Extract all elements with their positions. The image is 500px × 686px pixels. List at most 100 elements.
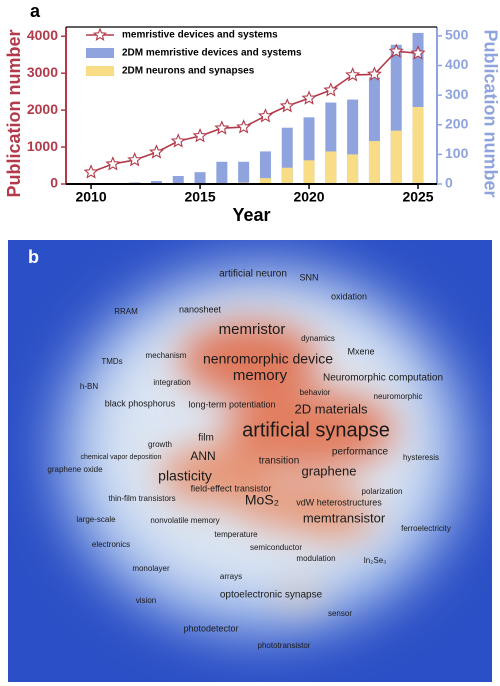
keyword: SNN [299, 272, 318, 282]
bar [303, 117, 315, 184]
star-marker [214, 120, 230, 135]
heatmap-background [8, 240, 492, 682]
keyword: semiconductor [250, 543, 302, 552]
y-tick-label: 3000 [27, 64, 58, 80]
y2-tick-label: 500 [445, 27, 469, 43]
keyword: monolayer [132, 564, 170, 573]
keyword: electronics [92, 540, 130, 549]
star-marker [236, 119, 252, 134]
keyword: memristor [219, 321, 286, 338]
bar [347, 154, 359, 184]
keyword: arrays [220, 572, 242, 581]
legend-label: 2DM neurons and synapses [122, 66, 255, 77]
keyword: phototransistor [258, 641, 311, 650]
keyword: Mxene [347, 346, 374, 356]
bar [303, 160, 315, 184]
keyword: photodetector [183, 623, 238, 633]
panel-label: b [28, 247, 39, 267]
keyword: vision [136, 596, 156, 605]
y2-tick-label: 0 [445, 175, 453, 191]
keyword: graphene [302, 463, 357, 478]
keyword: integration [153, 378, 190, 387]
star-marker [148, 144, 165, 159]
y-axis-title: Publication number [4, 29, 24, 197]
keyword: modulation [296, 554, 335, 563]
star-marker [257, 108, 273, 123]
keyword: sensor [328, 609, 352, 618]
star-marker [366, 66, 382, 81]
keyword: performance [332, 447, 389, 458]
y2-tick-label: 300 [445, 86, 469, 102]
bar [390, 44, 402, 184]
y2-tick-label: 100 [445, 145, 469, 161]
keyword: film [198, 433, 214, 444]
legend-star [92, 27, 108, 42]
bar [172, 176, 184, 184]
x-tick-label: 2020 [293, 189, 324, 205]
keyword: thin-film transistors [108, 494, 175, 503]
x-axis-title: Year [232, 205, 270, 225]
legend-label: memristive devices and systems [122, 30, 278, 41]
star-marker [279, 98, 295, 113]
star-marker [323, 82, 339, 97]
legend-swatch [86, 48, 114, 58]
keyword: neuromorphic [374, 392, 423, 401]
keyword: oxidation [331, 291, 367, 301]
keyword: mechanism [146, 351, 187, 360]
keyword: black phosphorus [105, 398, 176, 408]
bar [194, 172, 206, 184]
star-marker [192, 128, 208, 143]
x-tick-label: 2015 [184, 189, 215, 205]
keyword: behavior [300, 388, 331, 397]
keyword: dynamics [301, 334, 335, 343]
keyword: optoelectronic synapse [220, 590, 323, 601]
star-marker [127, 152, 143, 167]
keyword: 2D materials [295, 401, 368, 416]
bar [281, 127, 293, 184]
keyword: Neuromorphic computation [323, 373, 443, 384]
line [90, 50, 419, 173]
keyword: artificial synapse [242, 419, 390, 441]
keyword: h-BN [80, 382, 98, 391]
y2-tick-label: 200 [445, 115, 469, 131]
bar [390, 130, 402, 184]
keyword: graphene oxide [47, 465, 103, 474]
keyword: ferroelectricity [401, 524, 451, 533]
keyword: ANN [190, 449, 215, 463]
star-marker [105, 156, 121, 171]
bar [325, 102, 337, 184]
y-tick-label: 0 [50, 175, 58, 191]
keyword: polarization [362, 487, 403, 496]
bar [281, 167, 293, 184]
y2-axis-title: Publication number [480, 29, 500, 197]
keyword: MoS₂ [245, 492, 279, 508]
bar [412, 106, 424, 184]
keyword: vdW heterostructures [296, 497, 382, 507]
star-marker [301, 90, 317, 105]
bar [368, 141, 380, 184]
bar [368, 77, 380, 184]
x-tick-label: 2025 [402, 189, 433, 205]
keyword: growth [148, 440, 172, 449]
bar [216, 161, 228, 184]
bar [238, 161, 250, 184]
bar [259, 178, 271, 184]
keyword: memtransistor [303, 510, 386, 525]
keyword: field-effect transistor [191, 483, 272, 493]
keyword: artificial neuron [219, 269, 287, 280]
bar [347, 99, 359, 184]
star-marker [170, 133, 186, 148]
keyword: hysteresis [403, 453, 439, 462]
legend-label: 2DM memristive devices and systems [122, 48, 302, 59]
keyword: long-term potentiation [188, 399, 275, 409]
y-tick-label: 4000 [27, 27, 58, 43]
keyword: memory [233, 367, 288, 384]
keyword: large-scale [76, 515, 116, 524]
bar [259, 151, 271, 184]
star-marker [388, 43, 404, 58]
keyword: temperature [214, 530, 258, 539]
keyword: TMDs [101, 357, 122, 366]
keyword: plasticity [158, 468, 212, 484]
